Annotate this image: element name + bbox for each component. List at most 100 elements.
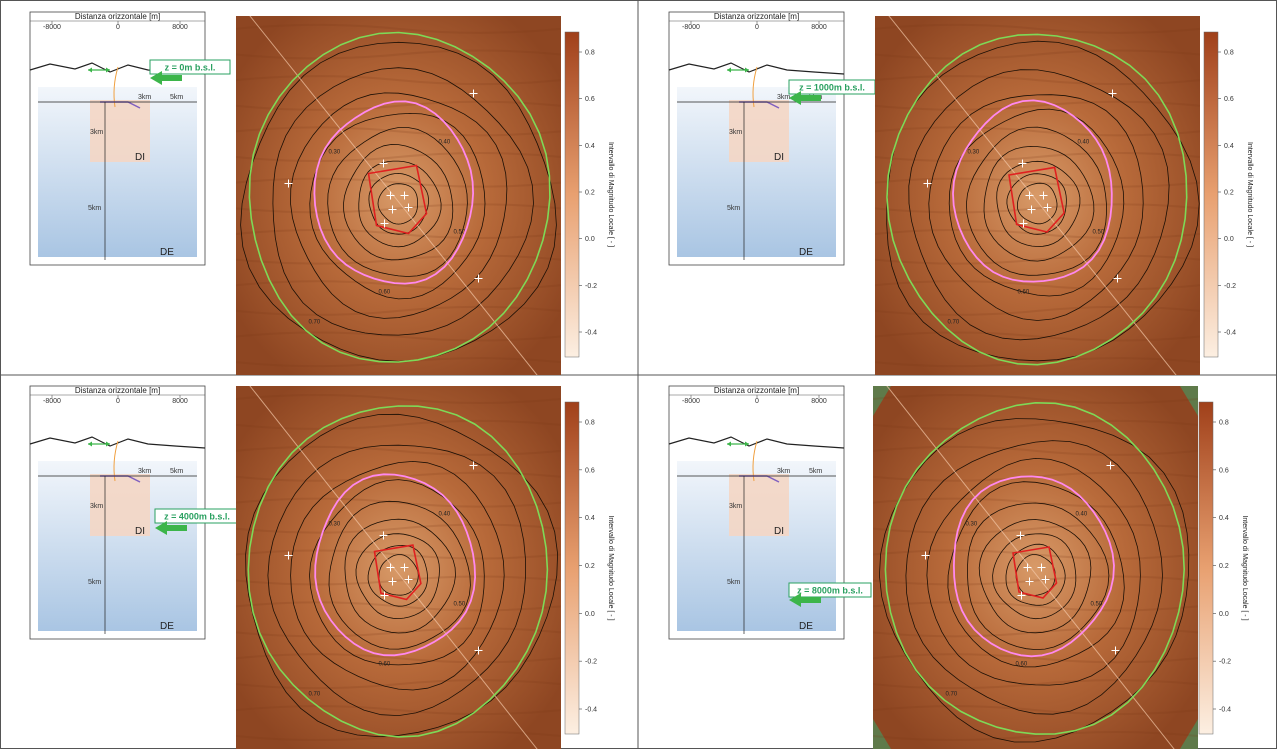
- contour-label: 0.70: [948, 320, 960, 326]
- contour-line: [272, 67, 534, 336]
- red-domain-boundary: [373, 544, 422, 601]
- scale-label-vertical-5km: 5km: [727, 205, 740, 212]
- contour-label: 0.60: [379, 290, 391, 296]
- station-marker: [1016, 531, 1025, 540]
- scale-label-vertical-5km: 5km: [88, 579, 101, 586]
- section-axis-tick: 0: [116, 24, 120, 31]
- contour-line: [1005, 543, 1066, 606]
- colorbar-tick: -0.4: [1224, 330, 1236, 337]
- station-marker: [379, 531, 388, 540]
- depth-indicator: z = 8000m b.s.l.: [788, 582, 872, 607]
- station-marker: [1018, 159, 1027, 168]
- contour-line: [983, 145, 1095, 262]
- station-marker: [1037, 563, 1046, 572]
- scale-label-horizontal-5km: 5km: [809, 468, 822, 475]
- panel-3: Distanza orizzontale [m] -8000 0 8000 3km 5km…: [0, 376, 638, 749]
- zone-label-outer: DE: [160, 247, 174, 258]
- contour-label: 0.40: [1078, 140, 1090, 146]
- contour-line: [343, 144, 454, 261]
- contour-line: [328, 500, 471, 650]
- contour-line: [878, 418, 1190, 743]
- contour-line: [978, 519, 1092, 634]
- section-axis-tick: -8000: [682, 24, 700, 31]
- colorbar-tick: 0.4: [1219, 515, 1229, 522]
- colorbar-tick: -0.2: [585, 659, 597, 666]
- colorbar: 0.8 0.6 0.4 0.2 0.0 -0.2 -0.4 Intervallo di Mag…: [1198, 401, 1248, 735]
- contour-line: [965, 126, 1107, 276]
- depth-label: z = 1000m b.s.l.: [799, 83, 865, 93]
- contour-line: [368, 172, 430, 235]
- colorbar-tick: 0.8: [1219, 420, 1229, 427]
- zone-label-inner: DI: [774, 152, 784, 163]
- contour-line: [1006, 173, 1067, 235]
- panel-2: Distanza orizzontale [m] -8000 0 8000 3km 5km…: [639, 0, 1277, 375]
- station-marker: [386, 191, 395, 200]
- contour-label: 0.60: [1016, 662, 1028, 668]
- colorbar-tick: 0.2: [585, 563, 595, 570]
- colorbar-tick: -0.4: [585, 707, 597, 714]
- panel-2-graphic: Distanza orizzontale [m] -8000 0 8000 3km 5km…: [668, 11, 1253, 375]
- contour-label: 0.50: [454, 602, 466, 608]
- cross-section: Distanza orizzontale [m] -8000 0 8000 3km 5km…: [29, 385, 206, 640]
- scale-label-horizontal-5km: 5km: [170, 468, 183, 475]
- contour-line: [926, 457, 1141, 686]
- contour-line: [908, 69, 1170, 341]
- station-marker: [474, 646, 483, 655]
- cross-section: Distanza orizzontale [m] -8000 0 8000 3km 5km…: [29, 11, 206, 266]
- colorbar-tick: 0.0: [585, 236, 595, 243]
- section-axis-title: Distanza orizzontale [m]: [714, 386, 799, 395]
- section-axis-tick: 0: [755, 24, 759, 31]
- colorbar-tick: 0.4: [1224, 143, 1234, 150]
- contour-label: 0.40: [439, 512, 451, 518]
- station-marker: [380, 591, 389, 600]
- colorbar-tick: 0.2: [585, 190, 595, 197]
- contour-line: [928, 94, 1144, 321]
- contour-label: 0.60: [379, 662, 391, 668]
- panel-4: Distanza orizzontale [m] -8000 0 8000 3km 5km…: [639, 376, 1277, 749]
- contour-label: 0.70: [309, 320, 321, 326]
- station-marker: [380, 219, 389, 228]
- scale-label-vertical-5km: 5km: [88, 205, 101, 212]
- section-axis-tick: 0: [755, 398, 759, 405]
- outer-domain-boundary: [248, 31, 551, 363]
- contour-line: [309, 112, 486, 300]
- station-marker: [386, 563, 395, 572]
- red-domain-boundary: [1012, 546, 1058, 599]
- contour-label: 0.70: [309, 692, 321, 698]
- depth-indicator: z = 0m b.s.l.: [149, 59, 231, 85]
- contour-label: 0.40: [1076, 512, 1088, 518]
- contour-label: 0.50: [1093, 230, 1105, 236]
- scale-label-vertical-3km: 3km: [90, 129, 103, 136]
- contour-line: [992, 533, 1077, 620]
- colorbar-tick: 0.6: [1219, 467, 1229, 474]
- magnitude-map: 0.30 0.40 0.50 0.60 0.70: [236, 16, 561, 375]
- colorbar-tick: 0.2: [1224, 190, 1234, 197]
- scale-label-horizontal-3km: 3km: [777, 94, 790, 101]
- station-marker: [1023, 563, 1032, 572]
- colorbar-tick: -0.2: [1219, 659, 1231, 666]
- colorbar-label: Intervallo di Magnitudo Locale [ - ]: [607, 515, 614, 620]
- colorbar-label: Intervallo di Magnitudo Locale [ - ]: [607, 142, 614, 247]
- scale-label-vertical-3km: 3km: [90, 503, 103, 510]
- colorbar-tick: 0.6: [1224, 96, 1234, 103]
- colorbar-label: Intervallo di Magnitudo Locale [ - ]: [1241, 515, 1248, 620]
- station-marker: [1041, 575, 1050, 584]
- scale-label-horizontal-3km: 3km: [138, 94, 151, 101]
- colorbar: 0.8 0.6 0.4 0.2 0.0 -0.2 -0.4 Intervallo di Mag…: [1203, 31, 1253, 358]
- contour-line: [355, 533, 440, 620]
- colorbar-tick: 0.0: [1224, 236, 1234, 243]
- section-axis-title: Distanza orizzontale [m]: [75, 386, 160, 395]
- depth-indicator: z = 4000m b.s.l.: [154, 508, 240, 535]
- station-marker: [921, 551, 930, 560]
- panel-1-graphic: Distanza orizzontale [m] -8000 0 8000 3km 5km…: [29, 11, 614, 375]
- contour-line: [947, 481, 1125, 668]
- colorbar: 0.8 0.6 0.4 0.2 0.0 -0.2 -0.4 Intervallo di Mag…: [564, 401, 614, 735]
- contour-line: [309, 479, 485, 666]
- inner-domain-boundary: [952, 475, 1115, 658]
- contour-label: 0.50: [1091, 602, 1103, 608]
- section-axis-tick: 8000: [172, 398, 188, 405]
- station-marker: [1113, 274, 1122, 283]
- depth-label: z = 8000m b.s.l.: [797, 586, 863, 596]
- section-axis-tick: -8000: [682, 398, 700, 405]
- magnitude-map: 0.30 0.40 0.50 0.60 0.70: [875, 16, 1200, 375]
